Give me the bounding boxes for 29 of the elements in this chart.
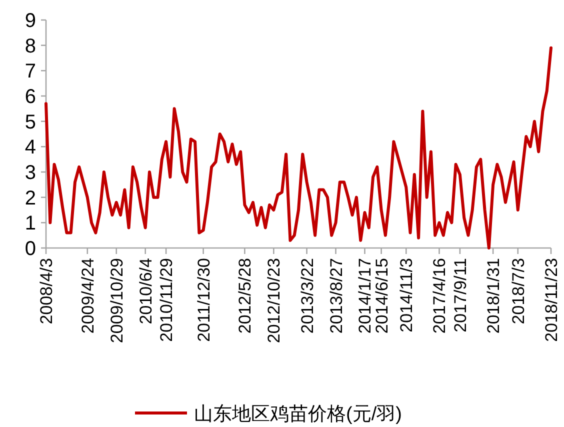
x-tick-label: 2011/12/30	[194, 258, 214, 342]
x-tick-label: 2014/1/17	[356, 258, 375, 334]
y-tick-label: 4	[24, 136, 36, 159]
x-tick-label: 2012/5/28	[236, 258, 255, 334]
legend-label: 山东地区鸡苗价格(元/羽)	[194, 404, 402, 425]
y-tick-label: 7	[24, 60, 36, 83]
x-tick-label: 2010/6/4	[136, 258, 156, 324]
y-tick-label: 0	[24, 238, 36, 260]
y-tick-label: 8	[24, 35, 36, 58]
x-tick-label: 2008/4/3	[37, 258, 56, 324]
x-tick-label: 2009/4/24	[78, 258, 98, 334]
y-tick-label: 6	[24, 86, 36, 108]
y-tick-label: 3	[24, 162, 36, 184]
y-tick-label: 1	[24, 212, 36, 235]
y-tick-label: 9	[24, 10, 36, 32]
x-tick-label: 2013/8/27	[326, 258, 346, 334]
x-tick-label: 2010/11/29	[157, 258, 176, 342]
x-tick-label: 2013/3/22	[298, 258, 317, 334]
x-tick-label: 2018/7/3	[508, 258, 528, 324]
x-tick-label: 2018/11/23	[542, 258, 561, 342]
x-tick-label: 2017/9/11	[450, 258, 470, 332]
x-tick-label: 2017/4/16	[430, 258, 450, 334]
x-tick-label: 2014/6/15	[372, 258, 392, 334]
x-tick-label: 2014/11/3	[397, 258, 416, 332]
x-tick-label: 2018/1/31	[484, 258, 504, 334]
x-tick-label: 2009/10/29	[107, 258, 126, 344]
x-tick-label: 2012/10/23	[264, 258, 284, 344]
y-tick-label: 2	[24, 187, 36, 210]
y-tick-label: 5	[24, 111, 36, 134]
